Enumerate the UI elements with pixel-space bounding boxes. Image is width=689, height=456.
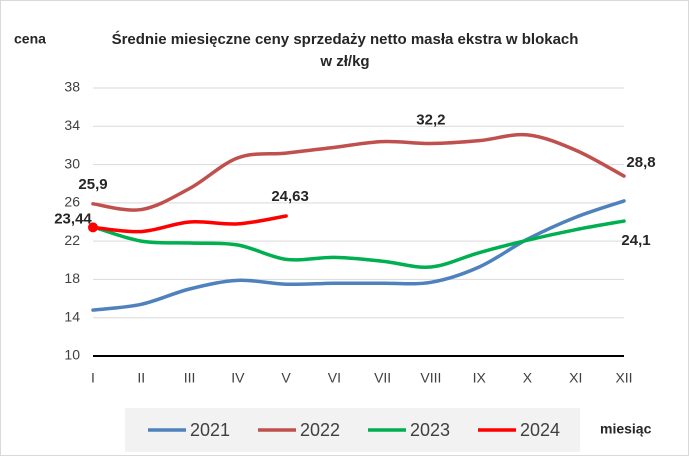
y-axis-label: cena [14,31,46,47]
x-tick-label: X [523,370,533,386]
y-tick-label: 26 [64,194,80,210]
x-tick-label: II [137,370,145,386]
x-tick-label: XI [569,370,582,386]
y-tick-label: 18 [64,270,80,286]
x-tick-label: III [184,370,196,386]
data-label: 28,8 [626,154,655,171]
x-tick-label: V [281,370,291,386]
x-axis-label: miesiąc [600,421,652,437]
data-label: 24,63 [271,188,309,205]
chart-title: Średnie miesięczne ceny sprzedaży netto … [112,30,579,48]
data-label: 25,9 [78,176,107,193]
series-line [91,132,626,212]
x-tick-label: VII [374,370,391,386]
chart-title: w zł/kg [319,53,369,70]
data-label: 24,1 [621,232,650,249]
series-line [91,214,288,234]
x-tick-label: I [91,370,95,386]
y-tick-label: 34 [64,117,80,133]
legend-label: 2021 [190,420,230,440]
legend-label: 2023 [410,420,450,440]
x-tick-label: IV [231,370,245,386]
y-tick-label: 38 [64,79,80,95]
legend-label: 2024 [520,420,560,440]
data-label: 23,44 [54,210,92,227]
y-tick-label: 10 [64,347,80,363]
y-tick-label: 22 [64,232,80,248]
legend-label: 2022 [300,420,340,440]
data-label: 32,2 [416,111,445,128]
series-line [91,219,626,269]
series-marker [88,222,98,233]
x-tick-label: VI [328,370,341,386]
x-tick-label: XII [615,370,632,386]
x-tick-label: IX [473,370,487,386]
y-tick-label: 14 [64,308,80,324]
y-tick-label: 30 [64,155,80,171]
x-tick-label: VIII [420,370,441,386]
series-line [91,199,626,312]
